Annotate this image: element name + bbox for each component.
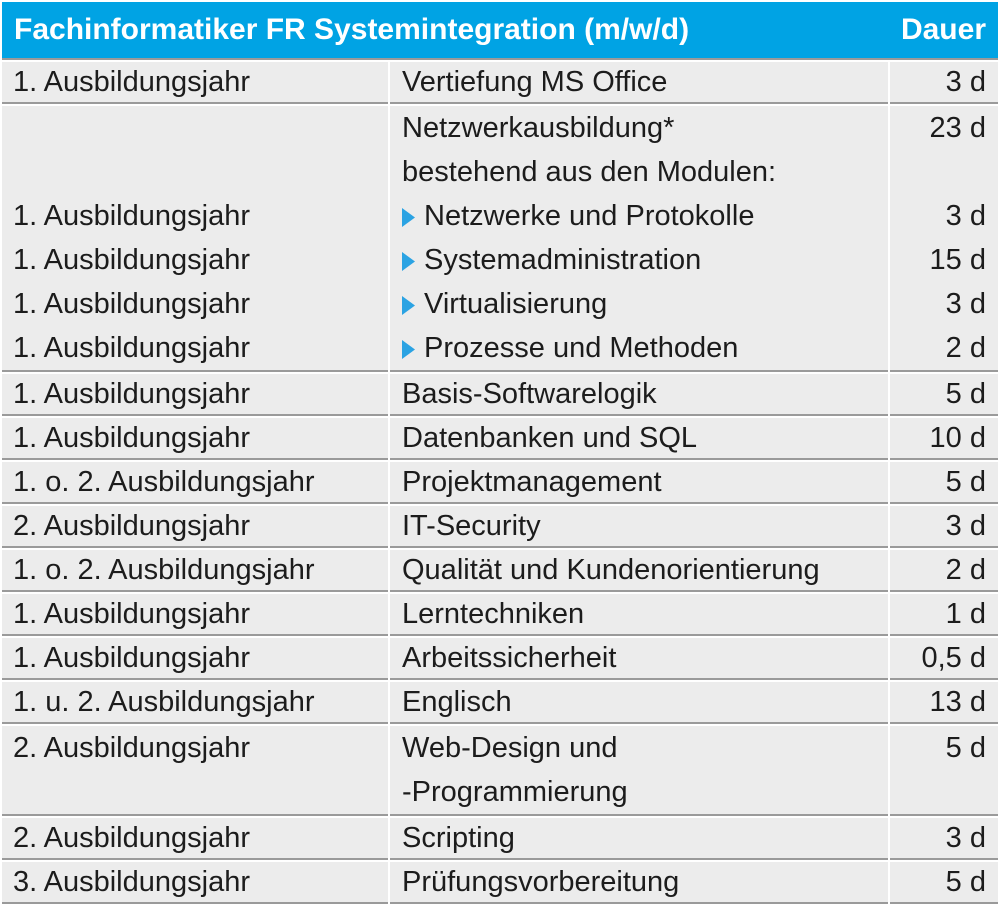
duration-cell: 1 d	[890, 594, 998, 636]
chevron-right-icon	[402, 340, 415, 359]
year-cell: 3. Ausbildungsjahr	[2, 862, 388, 904]
table-row: 1. Ausbildungsjahr Prozesse und Methoden…	[2, 326, 998, 372]
subject-cell: Datenbanken und SQL	[390, 418, 888, 460]
year-cell: 1. Ausbildungsjahr	[2, 238, 388, 282]
table-row-group-netzwerkausbildung: Netzwerkausbildung* 23 d bestehend aus d…	[2, 106, 998, 372]
duration-cell: 10 d	[890, 418, 998, 460]
table-row: 2. Ausbildungsjahr Scripting 3 d	[2, 818, 998, 860]
duration-cell: 23 d	[890, 106, 998, 150]
subject-cell: Arbeitssicherheit	[390, 638, 888, 680]
duration-cell	[890, 770, 998, 816]
duration-cell: 0,5 d	[890, 638, 998, 680]
chevron-right-icon	[402, 252, 415, 271]
duration-cell	[890, 150, 998, 194]
module-label: Netzwerke und Protokolle	[424, 200, 755, 232]
year-cell: 2. Ausbildungsjahr	[2, 818, 388, 860]
duration-cell: 13 d	[890, 682, 998, 724]
subject-cell: bestehend aus den Modulen:	[390, 150, 888, 194]
subject-cell: Netzwerke und Protokolle	[390, 194, 888, 238]
table-row: Netzwerkausbildung* 23 d	[2, 106, 998, 150]
duration-cell: 15 d	[890, 238, 998, 282]
subject-cell: Prozesse und Methoden	[390, 326, 888, 372]
subject-cell: IT-Security	[390, 506, 888, 548]
year-cell: 1. Ausbildungsjahr	[2, 374, 388, 416]
table-title: Fachinformatiker FR Systemintegration (m…	[14, 13, 690, 46]
table-row: bestehend aus den Modulen:	[2, 150, 998, 194]
table-row: 1. Ausbildungsjahr Basis-Softwarelogik 5…	[2, 374, 998, 416]
duration-column-header: Dauer	[900, 13, 986, 46]
year-cell	[2, 770, 388, 816]
duration-cell: 3 d	[890, 818, 998, 860]
duration-cell: 3 d	[890, 62, 998, 104]
subject-cell: -Programmierung	[390, 770, 888, 816]
year-cell: 1. o. 2. Ausbildungsjahr	[2, 462, 388, 504]
table-row: 2. Ausbildungsjahr IT-Security 3 d	[2, 506, 998, 548]
subject-cell: Basis-Softwarelogik	[390, 374, 888, 416]
table-row: 1. Ausbildungsjahr Arbeitssicherheit 0,5…	[2, 638, 998, 680]
year-cell: 1. Ausbildungsjahr	[2, 282, 388, 326]
year-cell: 1. Ausbildungsjahr	[2, 62, 388, 104]
subject-cell: Systemadministration	[390, 238, 888, 282]
year-cell: 1. u. 2. Ausbildungsjahr	[2, 682, 388, 724]
year-cell: 1. Ausbildungsjahr	[2, 194, 388, 238]
subject-cell: Virtualisierung	[390, 282, 888, 326]
year-cell: 1. o. 2. Ausbildungsjahr	[2, 550, 388, 592]
subject-cell: Web-Design und	[390, 726, 888, 770]
table-row: 2. Ausbildungsjahr Web-Design und 5 d	[2, 726, 998, 770]
duration-cell: 3 d	[890, 194, 998, 238]
table-row: 1. Ausbildungsjahr Datenbanken und SQL 1…	[2, 418, 998, 460]
module-label: Prozesse und Methoden	[424, 332, 739, 364]
table-row: 1. o. 2. Ausbildungsjahr Projektmanageme…	[2, 462, 998, 504]
table-row: 1. u. 2. Ausbildungsjahr Englisch 13 d	[2, 682, 998, 724]
module-label: Systemadministration	[424, 244, 702, 276]
table-row: 1. Ausbildungsjahr Netzwerke und Protoko…	[2, 194, 998, 238]
table-row: 1. Ausbildungsjahr Systemadministration …	[2, 238, 998, 282]
duration-cell: 2 d	[890, 326, 998, 372]
module-label: Virtualisierung	[424, 288, 608, 320]
table-row: -Programmierung	[2, 770, 998, 816]
year-cell	[2, 106, 388, 150]
table-row: 1. Ausbildungsjahr Lerntechniken 1 d	[2, 594, 998, 636]
duration-cell: 3 d	[890, 506, 998, 548]
duration-cell: 5 d	[890, 862, 998, 904]
year-cell	[2, 150, 388, 194]
duration-cell: 5 d	[890, 726, 998, 770]
subject-cell: Netzwerkausbildung*	[390, 106, 888, 150]
chevron-right-icon	[402, 208, 415, 227]
year-cell: 1. Ausbildungsjahr	[2, 638, 388, 680]
table-row: 1. Ausbildungsjahr Vertiefung MS Office …	[2, 62, 998, 104]
year-cell: 1. Ausbildungsjahr	[2, 418, 388, 460]
subject-cell: Lerntechniken	[390, 594, 888, 636]
table-row: 1. o. 2. Ausbildungsjahr Qualität und Ku…	[2, 550, 998, 592]
table-row-group-webdesign: 2. Ausbildungsjahr Web-Design und 5 d -P…	[2, 726, 998, 816]
subject-cell: Qualität und Kundenorientierung	[390, 550, 888, 592]
year-cell: 2. Ausbildungsjahr	[2, 726, 388, 770]
subject-cell: Vertiefung MS Office	[390, 62, 888, 104]
year-cell: 2. Ausbildungsjahr	[2, 506, 388, 548]
table-row: 3. Ausbildungsjahr Prüfungsvorbereitung …	[2, 862, 998, 904]
subject-cell: Projektmanagement	[390, 462, 888, 504]
year-cell: 1. Ausbildungsjahr	[2, 594, 388, 636]
duration-cell: 5 d	[890, 374, 998, 416]
subject-cell: Englisch	[390, 682, 888, 724]
duration-cell: 5 d	[890, 462, 998, 504]
chevron-right-icon	[402, 296, 415, 315]
table-header-row: Fachinformatiker FR Systemintegration (m…	[2, 2, 998, 60]
duration-cell: 2 d	[890, 550, 998, 592]
subject-cell: Prüfungsvorbereitung	[390, 862, 888, 904]
subject-cell: Scripting	[390, 818, 888, 860]
duration-cell: 3 d	[890, 282, 998, 326]
table-row: 1. Ausbildungsjahr Virtualisierung 3 d	[2, 282, 998, 326]
year-cell: 1. Ausbildungsjahr	[2, 326, 388, 372]
